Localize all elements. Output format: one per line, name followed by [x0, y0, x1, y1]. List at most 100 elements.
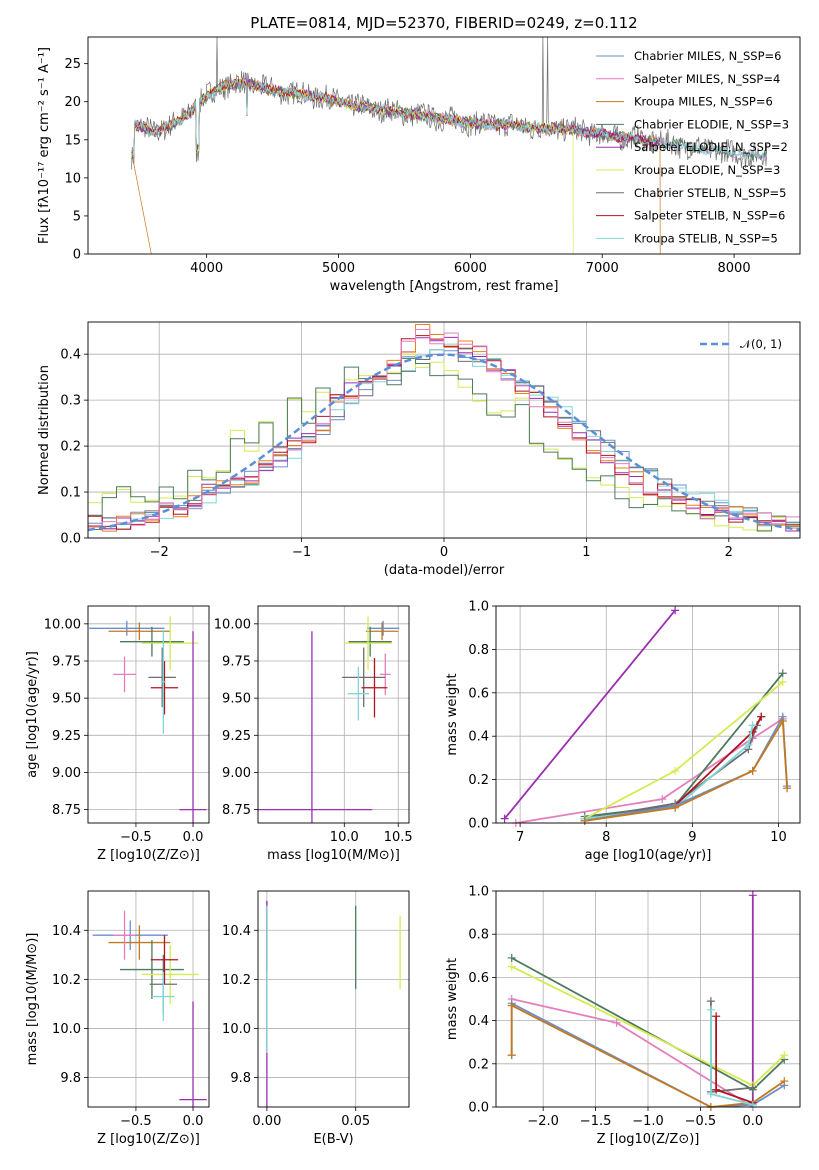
weight-vs-Z-point-marker: [712, 1085, 721, 1094]
spectrum-xtick-label: 5000: [322, 261, 355, 276]
weight-vs-Z-point-marker: [748, 1100, 757, 1109]
spectrum-xtick-label: 6000: [454, 261, 487, 276]
age-vs-Z-ytick-label: 9.75: [52, 654, 81, 669]
spectrum-ytick-label: 5: [73, 209, 81, 224]
weight-vs-Z-xtick-label: −1.0: [632, 1114, 664, 1129]
spectrum-line-kroupa-miles: [131, 78, 661, 254]
weight-vs-age-point-marker: [500, 814, 509, 823]
spectrum-xtick-label: 8000: [718, 261, 751, 276]
weight-vs-age-ytick-label: 0.0: [468, 817, 489, 832]
weight-vs-Z-point-marker: [712, 1012, 721, 1021]
mass-vs-Z-ytick-label: 10.0: [52, 1022, 81, 1037]
spectrum-xtick-label: 7000: [586, 261, 619, 276]
age-vs-Z-xlabel: Z [log10(Z/Z⊙)]: [97, 848, 200, 863]
age-vs-mass-ytick-label: 8.75: [222, 803, 251, 818]
weight-vs-age-point-marker: [778, 677, 787, 686]
mass-vs-Z-ylabel: mass [log10(M/M⊙)]: [25, 933, 40, 1066]
weight-vs-Z-point-marker: [748, 891, 757, 900]
weight-vs-Z-point-marker: [507, 1051, 516, 1060]
residuals-xtick-label: −1: [292, 545, 311, 560]
residuals-ytick-label: 0.0: [60, 532, 81, 547]
residuals-ytick-label: 0.1: [60, 486, 81, 501]
weight-vs-age-point-marker: [778, 717, 787, 726]
weight-vs-age-point-marker: [671, 766, 680, 775]
weight-vs-age-ytick-label: 0.6: [468, 686, 489, 701]
weight-vs-Z-point-marker: [706, 1005, 715, 1014]
weight-vs-Z-ytick-label: 0.8: [468, 928, 489, 943]
weight-vs-age-xtick-label: 9: [688, 830, 696, 845]
spectrum-ytick-label: 0: [73, 248, 81, 263]
age-vs-mass-xtick-label: 10.0: [330, 830, 359, 845]
residuals-xtick-label: 0: [440, 545, 448, 560]
mass-vs-ebv-ytick-label: 10.4: [222, 924, 251, 939]
weight-vs-age-frame: [495, 605, 801, 824]
spectrum-line-salpeter-stelib: [131, 78, 661, 160]
spectrum-frame: [87, 36, 801, 255]
mass-vs-ebv-xtick-label: 0.05: [341, 1114, 370, 1129]
spectrum-ytick-label: 25: [64, 57, 81, 72]
residual-hist-salpeter-miles: [88, 329, 800, 538]
weight-vs-Z-xlabel: Z [log10(Z/Z⊙)]: [597, 1132, 700, 1147]
mass-vs-ebv-xlabel: E(B-V): [313, 1132, 353, 1147]
mass-vs-Z-xlabel: Z [log10(Z/Z⊙)]: [97, 1132, 200, 1147]
weight-vs-Z-point-marker: [706, 997, 715, 1006]
weight-vs-Z-point-marker: [507, 962, 516, 971]
spectrum-ytick-label: 20: [64, 95, 81, 110]
age-vs-mass-ytick-label: 9.75: [222, 654, 251, 669]
weight-vs-age-xlabel: age [log10(age/yr)]: [585, 848, 712, 863]
residuals-xtick-label: −2: [150, 545, 169, 560]
legend-entry-6: Chabrier STELIB, N_SSP=5: [634, 186, 786, 200]
mass-vs-ebv-ytick-label: 10.2: [222, 973, 251, 988]
weight-vs-Z-ytick-label: 0.0: [468, 1101, 489, 1116]
age-vs-mass-ytick-label: 9.00: [222, 766, 251, 781]
legend-entry-5: Kroupa ELODIE, N_SSP=3: [634, 163, 780, 177]
weight-vs-Z-point-marker: [612, 1018, 621, 1027]
mass-vs-Z-ytick-label: 10.4: [52, 924, 81, 939]
age-vs-Z-xtick-label: −0.5: [120, 830, 152, 845]
legend-entry-0: Chabrier MILES, N_SSP=6: [634, 49, 781, 63]
residuals-xlabel: (data-model)/error: [384, 563, 505, 578]
weight-vs-age-point-marker: [778, 669, 787, 678]
spectrum-ylabel: Flux [fλ10⁻¹⁷ erg cm⁻² s⁻¹ A⁻¹]: [37, 47, 52, 244]
age-vs-mass-ytick-label: 10.00: [214, 617, 251, 632]
figure-title: PLATE=0814, MJD=52370, FIBERID=0249, z=0…: [250, 14, 637, 32]
legend-entry-7: Salpeter STELIB, N_SSP=6: [634, 209, 785, 223]
age-vs-Z-xtick-label: 0.0: [183, 830, 204, 845]
age-vs-Z-ylabel: age [log10(age/yr)]: [25, 651, 40, 778]
weight-vs-age-series-line: [515, 718, 784, 823]
weight-vs-age-ytick-label: 0.8: [468, 643, 489, 658]
weight-vs-Z-point-marker: [507, 953, 516, 962]
age-vs-mass-xtick-label: 10.5: [384, 830, 413, 845]
weight-vs-age-point-marker: [658, 795, 667, 804]
weight-vs-Z-point-marker: [507, 1001, 516, 1010]
legend-entry-1: Salpeter MILES, N_SSP=4: [634, 72, 780, 86]
weight-vs-Z-ylabel: mass weight: [445, 958, 460, 1040]
weight-vs-age-xtick-label: 7: [516, 830, 524, 845]
weight-vs-age-series-line: [584, 713, 788, 822]
mass-vs-Z-xtick-label: −0.5: [120, 1114, 152, 1129]
age-vs-mass-xlabel: mass [log10(M/M⊙)]: [267, 848, 400, 863]
residuals-ytick-label: 0.4: [60, 348, 81, 363]
weight-vs-Z-ytick-label: 1.0: [468, 885, 489, 900]
age-vs-Z-ytick-label: 9.00: [52, 766, 81, 781]
spectrum-xtick-label: 4000: [190, 261, 223, 276]
residuals-ylabel: Normed distribution: [37, 365, 52, 495]
weight-vs-Z-ytick-label: 0.4: [468, 1014, 489, 1029]
mass-vs-Z-ytick-label: 9.8: [60, 1071, 81, 1086]
normal-curve: [88, 353, 800, 532]
mass-vs-ebv-ytick-label: 10.0: [222, 1022, 251, 1037]
mass-vs-Z-xtick-label: 0.0: [183, 1114, 204, 1129]
mass-vs-ebv-frame: [257, 890, 410, 1108]
legend-entry-2: Kroupa MILES, N_SSP=6: [634, 95, 773, 109]
weight-vs-age-series-line: [584, 672, 784, 818]
weight-vs-Z-xtick-label: −1.5: [580, 1114, 612, 1129]
weight-vs-age-series-line: [503, 609, 676, 820]
weight-vs-age-point-marker: [748, 721, 757, 730]
weight-vs-Z-point-marker: [780, 1077, 789, 1086]
weight-vs-Z-xtick-label: 0.0: [742, 1114, 763, 1129]
weight-vs-age-point-marker: [671, 803, 680, 812]
age-vs-Z-ytick-label: 8.75: [52, 803, 81, 818]
weight-vs-Z-point-marker: [748, 1083, 757, 1092]
spectrum-ytick-label: 15: [64, 133, 81, 148]
weight-vs-age-ylabel: mass weight: [445, 673, 460, 755]
